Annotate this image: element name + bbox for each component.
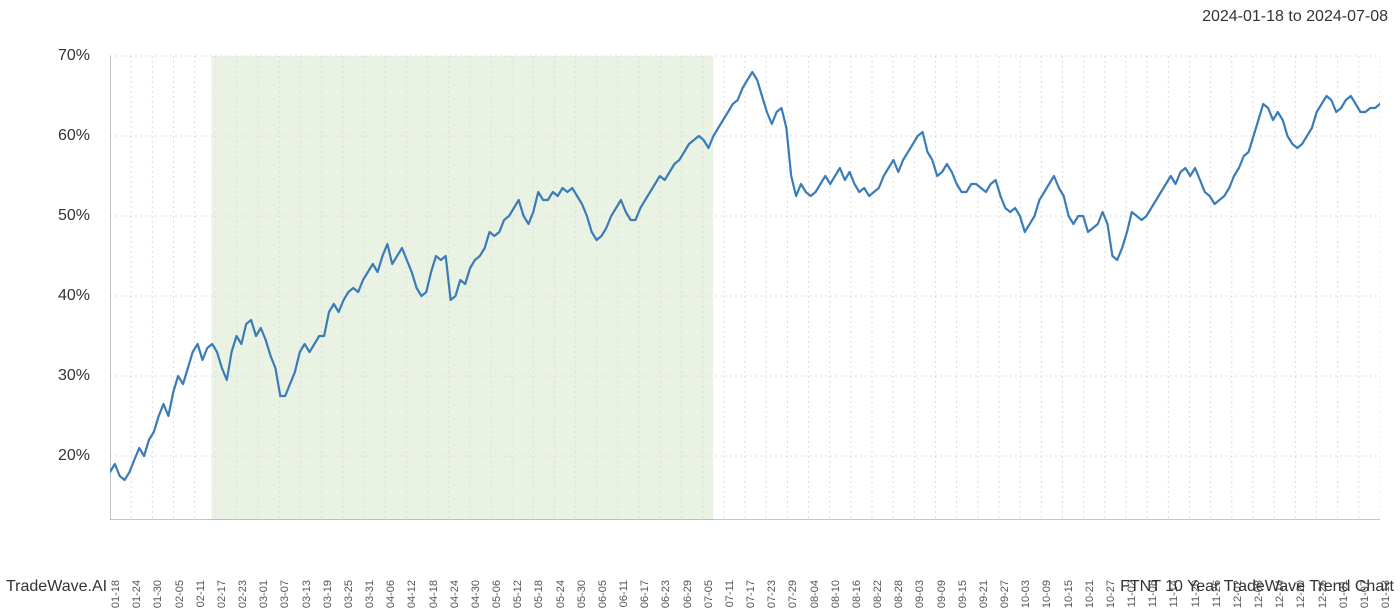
x-tick-label: 03-13 <box>301 580 313 608</box>
x-tick-label: 02-05 <box>174 580 186 608</box>
x-tick-label: 09-27 <box>999 580 1011 608</box>
x-tick-label: 02-23 <box>237 580 249 608</box>
x-tick-label: 10-09 <box>1041 580 1053 608</box>
x-tick-label: 08-04 <box>809 580 821 608</box>
y-tick-label: 70% <box>58 47 90 65</box>
x-tick-label: 07-11 <box>724 580 736 607</box>
x-tick-label: 05-18 <box>533 580 545 608</box>
x-axis: 01-1801-2401-3002-0502-1102-1702-2303-01… <box>110 520 1380 582</box>
x-tick-label: 05-06 <box>491 580 503 608</box>
x-tick-label: 04-30 <box>470 580 482 608</box>
x-tick-label: 07-23 <box>766 580 778 608</box>
y-axis: 20% 30% 40% 50% 60% 70% <box>0 40 100 520</box>
x-tick-label: 10-27 <box>1105 580 1117 608</box>
x-tick-label: 01-18 <box>110 580 122 608</box>
x-tick-label: 09-09 <box>936 580 948 608</box>
x-tick-label: 06-23 <box>660 580 672 608</box>
x-tick-label: 09-15 <box>957 580 969 608</box>
date-range-label: 2024-01-18 to 2024-07-08 <box>1202 8 1388 26</box>
x-tick-label: 06-17 <box>639 580 651 608</box>
x-tick-label: 08-22 <box>872 580 884 608</box>
x-tick-label: 08-10 <box>830 580 842 608</box>
chart-area <box>110 40 1380 520</box>
x-tick-label: 02-11 <box>195 580 207 607</box>
x-tick-label: 08-16 <box>851 580 863 608</box>
x-tick-label: 05-24 <box>555 580 567 608</box>
y-tick-label: 50% <box>58 207 90 225</box>
x-tick-label: 03-07 <box>279 580 291 608</box>
x-tick-label: 03-01 <box>258 580 270 608</box>
x-tick-label: 09-03 <box>914 580 926 608</box>
x-tick-label: 04-18 <box>428 580 440 608</box>
x-tick-label: 06-29 <box>682 580 694 608</box>
x-tick-label: 03-31 <box>364 580 376 608</box>
x-tick-label: 06-11 <box>618 580 630 607</box>
x-tick-label: 10-03 <box>1020 580 1032 608</box>
x-tick-label: 10-15 <box>1063 580 1075 608</box>
y-tick-label: 60% <box>58 127 90 145</box>
x-tick-label: 08-28 <box>893 580 905 608</box>
x-tick-label: 01-24 <box>131 580 143 608</box>
chart-svg <box>110 40 1380 520</box>
x-tick-label: 04-06 <box>385 580 397 608</box>
y-tick-label: 20% <box>58 447 90 465</box>
x-tick-label: 07-05 <box>703 580 715 608</box>
x-tick-label: 02-17 <box>216 580 228 608</box>
x-tick-label: 03-25 <box>343 580 355 608</box>
x-tick-label: 10-21 <box>1084 580 1096 608</box>
x-tick-label: 09-21 <box>978 580 990 608</box>
footer-right-title: FTNT 10 Year TradeWave Trend Chart <box>1120 578 1394 596</box>
x-tick-label: 04-12 <box>406 580 418 608</box>
x-tick-label: 05-30 <box>576 580 588 608</box>
footer-left-brand: TradeWave.AI <box>6 578 107 596</box>
x-tick-label: 01-30 <box>152 580 164 608</box>
y-tick-label: 30% <box>58 367 90 385</box>
x-tick-label: 07-17 <box>745 580 757 608</box>
x-tick-label: 07-29 <box>787 580 799 608</box>
x-tick-label: 05-12 <box>512 580 524 608</box>
x-tick-label: 04-24 <box>449 580 461 608</box>
x-tick-label: 06-05 <box>597 580 609 608</box>
x-tick-label: 03-19 <box>322 580 334 608</box>
y-tick-label: 40% <box>58 287 90 305</box>
highlight-band <box>212 56 714 520</box>
